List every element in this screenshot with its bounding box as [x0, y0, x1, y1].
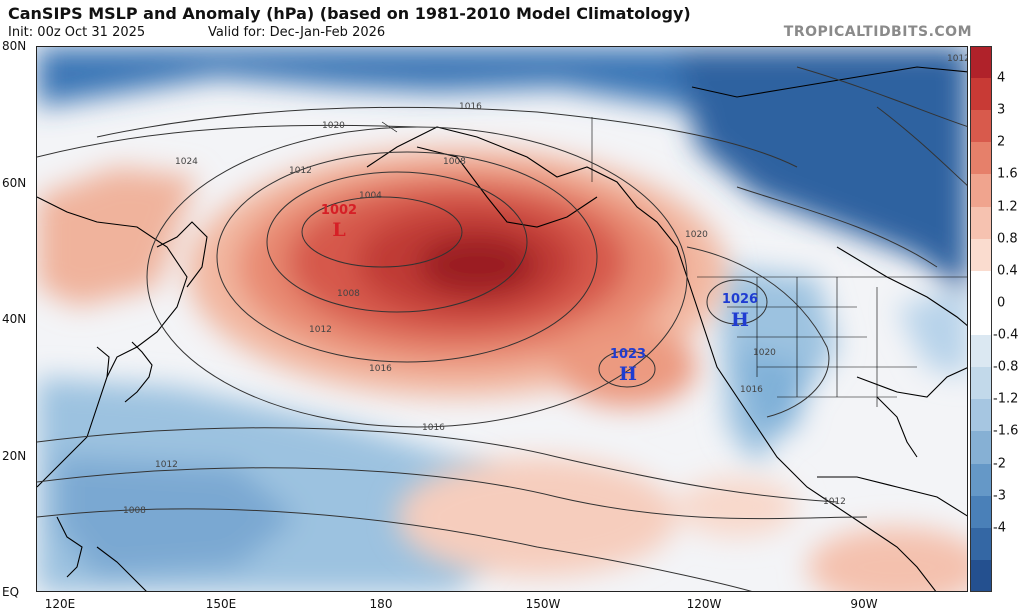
colorbar-label: -2	[993, 456, 1006, 471]
colorbar-label: 0.4	[997, 263, 1018, 278]
lon-label-120e: 120E	[45, 597, 76, 611]
colorbar-label: 1.2	[997, 199, 1018, 214]
anomaly-colorbar	[970, 46, 992, 592]
contour-label: 1016	[459, 102, 482, 112]
colorbar-outline	[970, 46, 992, 592]
lat-label-40n: 40N	[2, 312, 26, 326]
colorbar-label: -0.8	[993, 360, 1018, 375]
high-pressure-marker: H	[731, 309, 749, 331]
lon-label-90w: 90W	[850, 597, 877, 611]
colorbar-label: 1.6	[997, 167, 1018, 182]
high-pressure-value: 1023	[610, 347, 646, 362]
contour-label: 1008	[123, 506, 146, 516]
lon-label-120w: 120W	[687, 597, 722, 611]
lat-label-60n: 60N	[2, 176, 26, 190]
map-panel: 1016 1020 1024 1012 1008 1004 1008 1012 …	[36, 46, 968, 592]
contour-label: 1012	[155, 460, 178, 470]
lon-label-180: 180	[370, 597, 393, 611]
contour-label: 1016	[740, 385, 763, 395]
high-pressure-marker: H	[619, 363, 637, 385]
lon-label-150e: 150E	[206, 597, 237, 611]
lat-label-80n: 80N	[2, 39, 26, 53]
contour-label: 1020	[685, 230, 708, 240]
high-pressure-value: 1026	[722, 292, 758, 307]
colorbar-label: -1.2	[993, 392, 1018, 407]
low-pressure-value: 1002	[321, 203, 357, 218]
contour-label: 1020	[753, 348, 776, 358]
contour-label: 1016	[369, 364, 392, 374]
lat-label-20n: 20N	[2, 449, 26, 463]
colorbar-label: 4	[997, 71, 1005, 86]
colorbar-label: 2	[997, 135, 1005, 150]
anomaly-map: 1016 1020 1024 1012 1008 1004 1008 1012 …	[37, 47, 968, 592]
contour-label: 1012	[309, 325, 332, 335]
init-time: Init: 00z Oct 31 2025	[8, 25, 145, 40]
contour-label: 1008	[337, 289, 360, 299]
lon-label-150w: 150W	[526, 597, 561, 611]
contour-label: 1012	[947, 54, 968, 64]
contour-label: 1012	[823, 497, 846, 507]
contour-label: 1012	[289, 166, 312, 176]
brand-watermark: TROPICALTIDBITS.COM	[784, 24, 972, 40]
contour-label: 1008	[443, 157, 466, 167]
colorbar-label: -3	[993, 488, 1006, 503]
colorbar-label: -1.6	[993, 424, 1018, 439]
contour-label: 1016	[422, 423, 445, 433]
colorbar-label: 3	[997, 103, 1005, 118]
contour-label: 1020	[322, 121, 345, 131]
colorbar-label: 0.8	[997, 231, 1018, 246]
contour-label: 1004	[359, 191, 382, 201]
colorbar-label: 0	[997, 295, 1005, 310]
colorbar-label: -4	[993, 520, 1006, 535]
lat-label-eq: EQ	[2, 585, 19, 599]
colorbar-label: -0.4	[993, 328, 1018, 343]
valid-period: Valid for: Dec-Jan-Feb 2026	[208, 25, 385, 40]
chart-title: CanSIPS MSLP and Anomaly (hPa) (based on…	[8, 4, 691, 23]
low-pressure-marker: L	[332, 219, 345, 241]
contour-label: 1024	[175, 157, 198, 167]
